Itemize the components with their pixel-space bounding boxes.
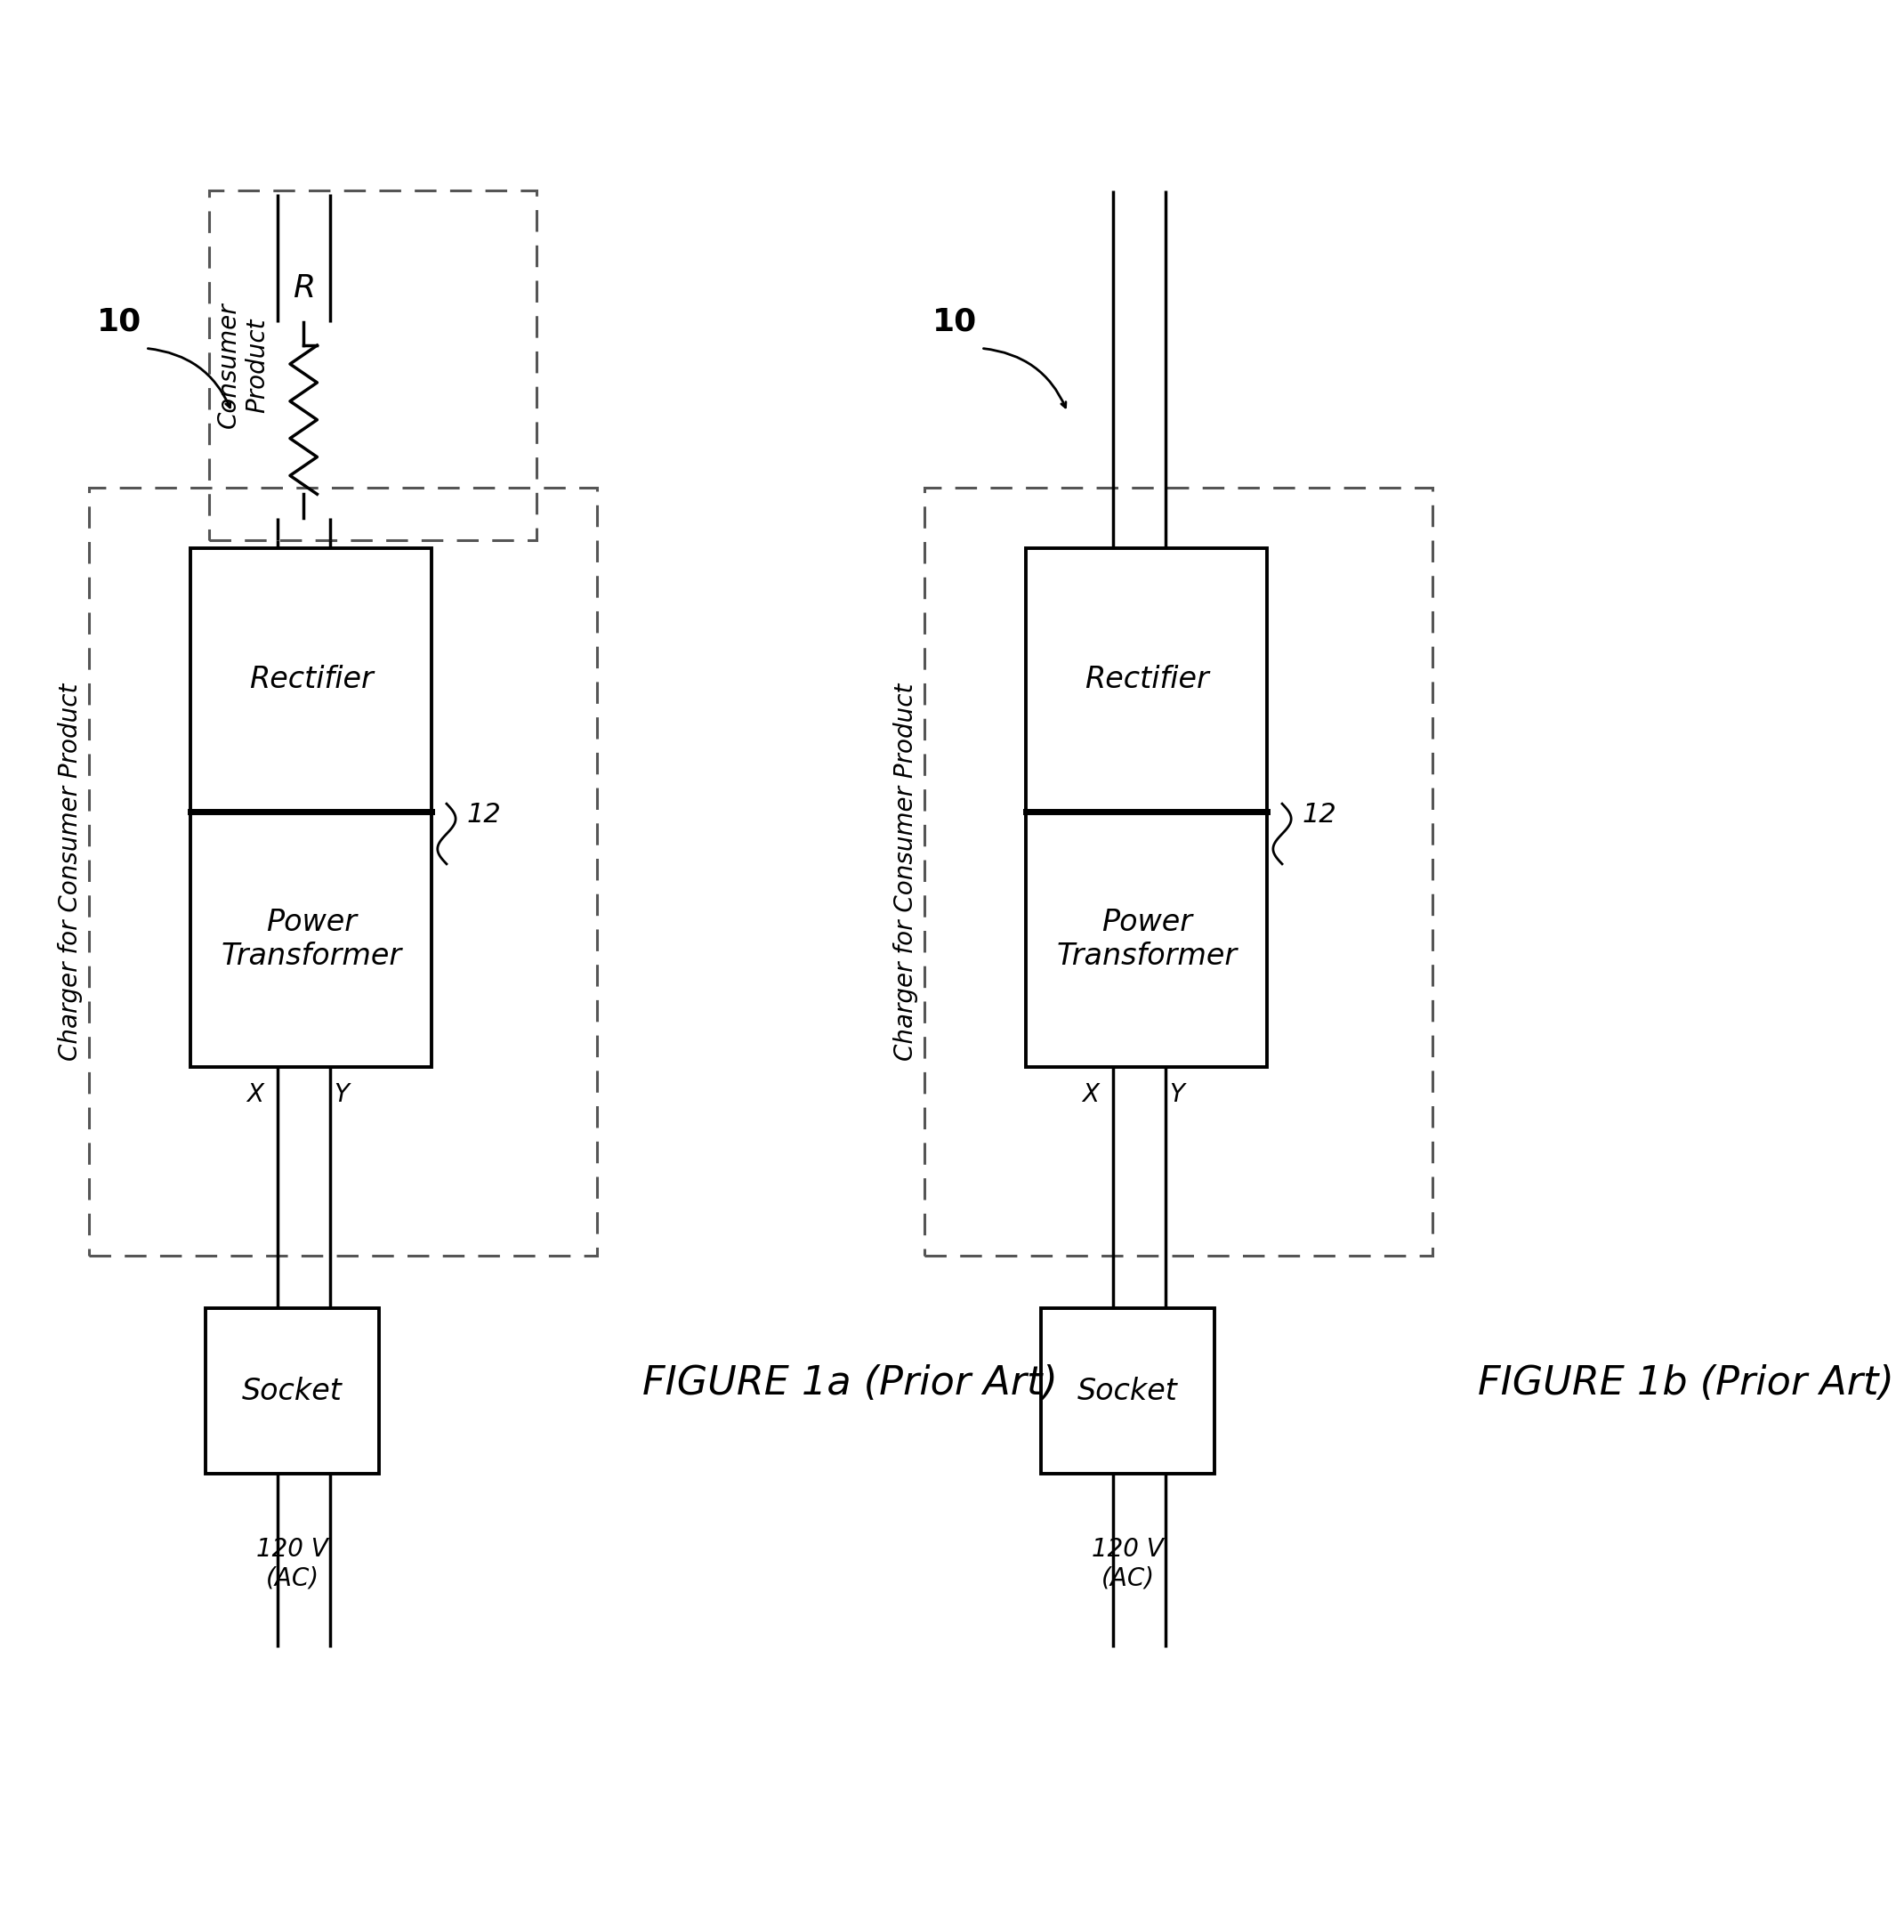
Text: Socket: Socket <box>242 1376 343 1406</box>
Text: 12: 12 <box>1302 802 1337 829</box>
Text: Rectifier: Rectifier <box>1085 665 1209 694</box>
Text: X: X <box>1081 1082 1099 1107</box>
Bar <box>89 487 598 1256</box>
Text: 10: 10 <box>97 307 141 336</box>
Bar <box>206 1308 379 1474</box>
Text: 10: 10 <box>933 307 977 336</box>
Bar <box>1026 549 1266 1066</box>
Text: FIGURE 1a (Prior Art): FIGURE 1a (Prior Art) <box>642 1364 1059 1403</box>
Text: 12: 12 <box>466 802 501 829</box>
Text: Power
Transformer: Power Transformer <box>1057 908 1238 972</box>
Text: X: X <box>248 1082 263 1107</box>
Text: 120 V
(AC): 120 V (AC) <box>257 1538 327 1592</box>
Text: Rectifier: Rectifier <box>249 665 373 694</box>
Text: Consumer
Product: Consumer Product <box>217 301 270 429</box>
Text: Y: Y <box>333 1082 348 1107</box>
Text: Socket: Socket <box>1078 1376 1179 1406</box>
Text: Charger for Consumer Product: Charger for Consumer Product <box>893 682 918 1061</box>
Bar <box>1041 1308 1215 1474</box>
Text: Charger for Consumer Product: Charger for Consumer Product <box>57 682 82 1061</box>
Text: 120 V
(AC): 120 V (AC) <box>1091 1538 1163 1592</box>
Text: R: R <box>293 272 314 303</box>
Bar <box>209 189 537 541</box>
Bar <box>190 549 432 1066</box>
Text: Power
Transformer: Power Transformer <box>221 908 402 972</box>
Text: Y: Y <box>1169 1082 1184 1107</box>
Text: FIGURE 1b (Prior Art): FIGURE 1b (Prior Art) <box>1478 1364 1894 1403</box>
Bar <box>925 487 1432 1256</box>
